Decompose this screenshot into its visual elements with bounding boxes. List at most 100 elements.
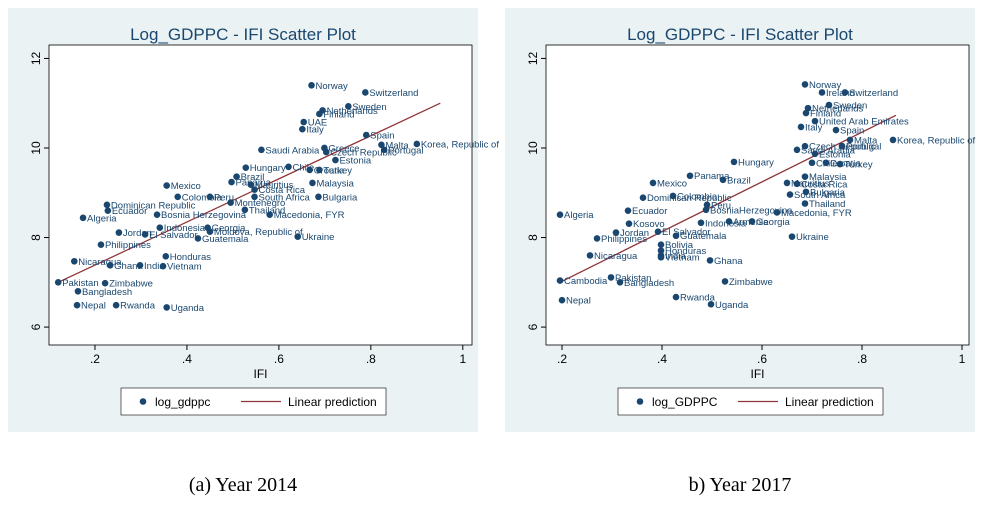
x-tick-label: .6: [274, 352, 284, 366]
point-label: Montenegro: [235, 198, 286, 209]
point-label: Peru: [711, 200, 731, 211]
y-tick-label: 8: [29, 234, 43, 241]
point-label: Brazil: [241, 172, 265, 183]
point-label: Colombia: [182, 192, 223, 203]
point: [607, 274, 615, 281]
point: [247, 181, 255, 189]
point: [106, 261, 114, 269]
point: [413, 140, 421, 148]
chart-title: Log_GDPPC - IFI Scatter Plot: [130, 25, 356, 44]
point-label: Ghana: [714, 256, 743, 267]
point: [702, 206, 710, 214]
point-label: Algeria: [87, 213, 117, 224]
point: [797, 123, 805, 131]
point-label: Estonia: [339, 156, 371, 167]
point: [251, 186, 258, 193]
point: [79, 214, 87, 222]
point-label: Italy: [306, 125, 324, 136]
point: [308, 81, 315, 89]
point: [612, 229, 620, 236]
point: [793, 180, 801, 188]
point-label: Panama: [694, 171, 730, 182]
point-label: Italy: [805, 122, 823, 133]
point-label: Zimbabwe: [729, 277, 773, 288]
point: [285, 163, 292, 171]
legend-marker: [636, 398, 644, 405]
point-label: South Africa: [794, 190, 846, 201]
point-label: Indonesia: [164, 223, 206, 234]
point-label: Ecuador: [632, 206, 667, 217]
y-tick-label: 12: [29, 51, 43, 65]
point: [228, 178, 235, 186]
point-label: Nicaragua: [78, 257, 122, 268]
point: [558, 296, 566, 304]
point: [657, 241, 665, 249]
point-label: Honduras: [665, 246, 706, 257]
point: [773, 209, 781, 216]
point-label: Malta: [385, 140, 409, 151]
point: [672, 293, 680, 301]
plot-area: [545, 44, 970, 346]
point-label: Bulgaria: [810, 187, 846, 198]
point-label: Nepal: [566, 296, 591, 307]
point: [206, 193, 214, 201]
legend-label: log_GDPPC: [652, 395, 718, 409]
point-label: El Salvador: [149, 230, 198, 241]
point-label: Uganda: [715, 300, 749, 311]
y-tick-label: 12: [526, 51, 540, 65]
point: [811, 150, 819, 158]
point-label: Norway: [809, 80, 841, 91]
point: [788, 233, 796, 240]
plot-area: [48, 44, 473, 346]
point: [306, 166, 313, 174]
point: [153, 211, 161, 219]
point: [672, 232, 680, 240]
point-label: BosniaHerzegovina: [710, 205, 793, 216]
y-tick-label: 10: [526, 141, 540, 155]
point-label: Chile: [293, 162, 315, 173]
point-label: Cambodia: [564, 276, 608, 287]
point: [266, 211, 273, 219]
x-tick-label: .2: [90, 352, 100, 366]
point-label: UAE: [308, 118, 328, 129]
point: [104, 207, 112, 214]
point: [624, 207, 632, 214]
point-label: Georgia: [212, 223, 247, 234]
point-label: Bolivia: [665, 240, 694, 251]
point: [801, 81, 809, 88]
point-label: India: [144, 261, 165, 272]
x-tick-label: .2: [557, 352, 567, 366]
point-label: Malaysia: [809, 172, 847, 183]
point-label: Netherlands: [812, 104, 863, 115]
point: [163, 304, 171, 311]
point-label: Mexico: [171, 181, 201, 192]
point-label: Peru: [214, 192, 234, 203]
point: [156, 224, 164, 231]
x-tick-label: .6: [757, 352, 767, 366]
legend-marker: [139, 398, 147, 405]
y-tick-label: 10: [29, 141, 43, 155]
point-label: Sweden: [833, 101, 867, 112]
point: [174, 193, 182, 201]
legend-label: log_gdppc: [155, 395, 210, 409]
point: [703, 201, 711, 209]
point-label: Guatemala: [202, 234, 249, 245]
point-label: Mauritius: [255, 180, 294, 191]
x-tick-label: 1: [959, 352, 966, 366]
point-label: Ukraine: [796, 232, 829, 243]
point: [101, 279, 109, 287]
point-label: Saudi Arabia: [265, 145, 320, 156]
point-label: Mauritius: [791, 178, 830, 189]
point-label: Czech Republic: [809, 142, 876, 153]
x-tick-label: .4: [182, 352, 192, 366]
point-label: Croatia: [314, 165, 345, 176]
point: [625, 220, 633, 227]
point-label: Hungary: [250, 163, 286, 174]
point-label: Jordan: [620, 228, 649, 239]
point: [309, 179, 316, 187]
point: [141, 231, 149, 238]
point: [54, 279, 62, 286]
point-label: Korea, Republic of: [421, 139, 500, 150]
point-label: Costa Rica: [801, 179, 848, 190]
